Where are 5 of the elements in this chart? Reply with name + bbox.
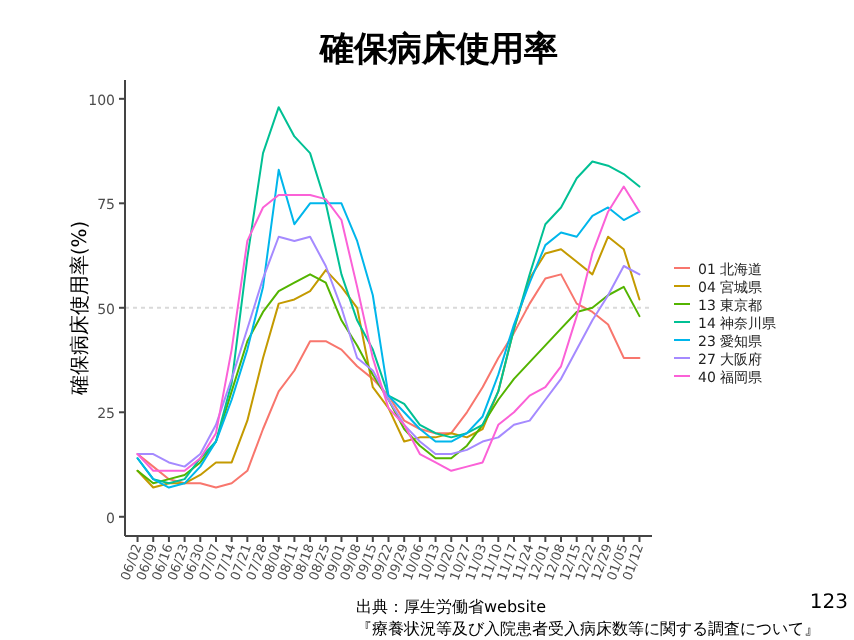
text: 123 [809, 592, 848, 614]
text: 『療養状況等及び入院患者受入病床数等に関する調査について』 [356, 620, 820, 638]
chart-title: 確保病床使用率 [317, 30, 558, 70]
y-axis-title: 確保病床使用率(%) [68, 220, 92, 398]
source-note: 出典：厚生労働省website [356, 598, 547, 616]
